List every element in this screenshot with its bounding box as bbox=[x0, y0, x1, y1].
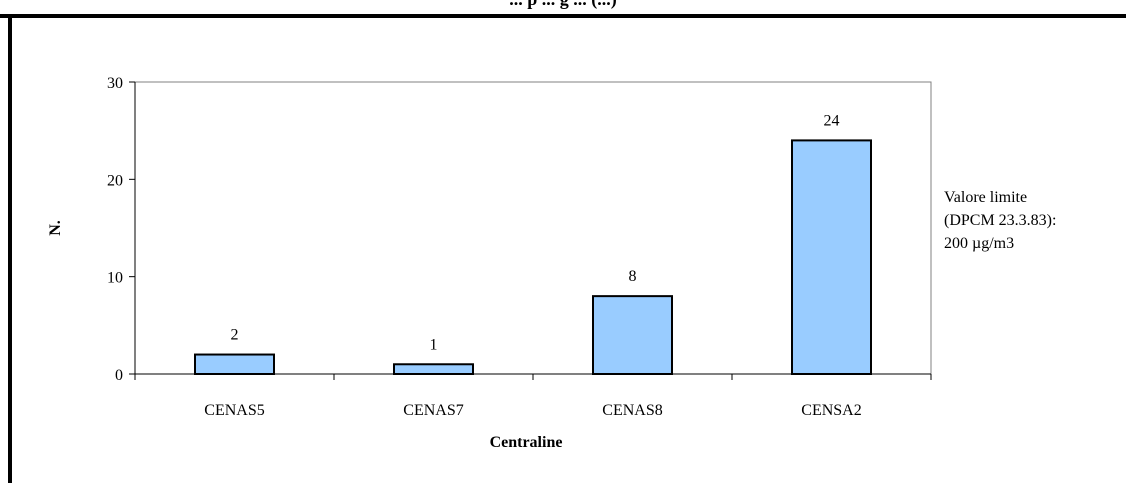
data-label: 8 bbox=[629, 268, 637, 285]
chart-title: ... p ... g ... (...) bbox=[0, 0, 1126, 8]
limit-note-line: Valore limite bbox=[944, 189, 1028, 206]
bar-cenas8 bbox=[592, 295, 673, 375]
data-label: 1 bbox=[430, 336, 438, 353]
limit-value-note: Valore limite (DPCM 23.3.83): 200 µg/m3 bbox=[944, 186, 1114, 255]
x-tick-label: CENAS7 bbox=[403, 402, 463, 419]
y-tick-label: 30 bbox=[107, 75, 123, 92]
frame-left-edge bbox=[8, 14, 12, 483]
bar-cenas7 bbox=[393, 363, 474, 375]
x-tick-label: CENAS8 bbox=[602, 402, 662, 419]
data-label: 2 bbox=[231, 327, 239, 344]
x-axis-label: Centraline bbox=[490, 434, 563, 451]
y-tick-label: 10 bbox=[107, 270, 123, 287]
bar-cenas5 bbox=[194, 353, 275, 375]
limit-note-line: (DPCM 23.3.83): bbox=[944, 212, 1057, 229]
chart-title-clipped: ... p ... g ... (...) bbox=[0, 0, 1126, 14]
frame-top-edge bbox=[0, 14, 1126, 18]
x-tick-label: CENSA2 bbox=[801, 402, 861, 419]
y-tick-label: 0 bbox=[115, 367, 123, 384]
y-axis-label: N. bbox=[47, 220, 64, 236]
x-tick-label: CENAS5 bbox=[204, 402, 264, 419]
y-tick-label: 20 bbox=[107, 172, 123, 189]
limit-note-line: 200 µg/m3 bbox=[944, 235, 1015, 252]
data-label: 24 bbox=[824, 112, 840, 129]
bar-censa2 bbox=[791, 139, 872, 375]
